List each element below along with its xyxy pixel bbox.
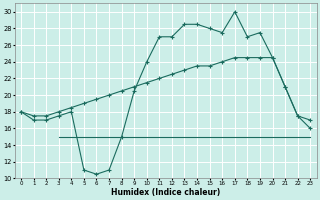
X-axis label: Humidex (Indice chaleur): Humidex (Indice chaleur)	[111, 188, 220, 197]
